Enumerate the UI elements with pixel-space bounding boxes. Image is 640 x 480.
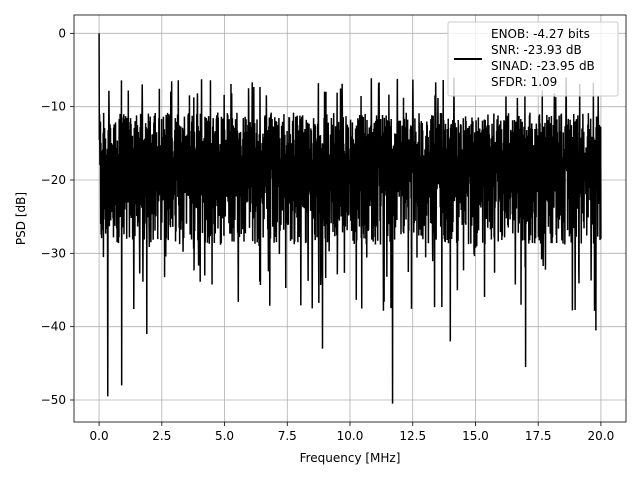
legend-sinad: SINAD: -23.95 dB: [491, 59, 595, 73]
y-tick-label: −40: [41, 320, 66, 334]
plot-frame: [73, 14, 627, 423]
x-axis-label: Frequency [MHz]: [300, 451, 401, 465]
y-tick-label: 0: [58, 26, 66, 40]
x-tick-label: 10.0: [337, 429, 364, 443]
legend: ENOB: -4.27 bits SNR: -23.93 dB SINAD: -…: [447, 21, 619, 97]
x-axis-ticks: 0.0 2.5 5.0 7.5 10.0 12.5 15.0 17.5 20.0: [90, 422, 615, 443]
plot-data: [98, 33, 602, 404]
y-tick-label: −20: [41, 173, 66, 187]
psd-series-line: [98, 33, 602, 404]
x-tick-label: 2.5: [152, 429, 171, 443]
x-tick-label: 20.0: [588, 429, 615, 443]
x-tick-label: 15.0: [462, 429, 489, 443]
legend-snr: SNR: -23.93 dB: [491, 43, 582, 57]
y-tick-label: −50: [41, 393, 66, 407]
y-tick-label: −10: [41, 100, 66, 114]
x-tick-label: 0.0: [90, 429, 109, 443]
x-tick-label: 12.5: [399, 429, 426, 443]
legend-sfdr: SFDR: 1.09: [491, 75, 557, 89]
legend-box: [447, 21, 619, 97]
x-tick-label: 7.5: [278, 429, 297, 443]
x-tick-label: 17.5: [525, 429, 552, 443]
y-axis-label: PSD [dB]: [14, 192, 28, 245]
legend-enob: ENOB: -4.27 bits: [491, 27, 590, 41]
y-tick-label: −30: [41, 246, 66, 260]
y-axis-ticks: 0 −10 −20 −30 −40 −50: [41, 26, 74, 407]
x-tick-label: 5.0: [215, 429, 234, 443]
